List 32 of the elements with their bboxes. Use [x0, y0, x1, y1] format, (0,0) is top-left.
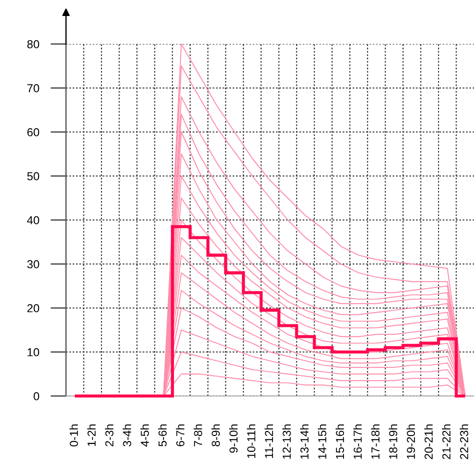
y-tick-label: 20 [27, 304, 40, 312]
x-tick-label: 16-17h [353, 424, 362, 459]
x-tick-label: 3-4h [122, 424, 132, 446]
x-tick-label: 8-9h [211, 424, 220, 446]
x-tick-label: 15-16h [336, 424, 344, 459]
x-tick-label: 21-22h [442, 424, 450, 460]
x-tick-label: 12-13h [282, 424, 291, 459]
x-tick-label: 22-23h [460, 424, 468, 460]
x-tick-label: 4-5h [140, 424, 149, 447]
x-tick-label: 14-15h [318, 424, 326, 459]
x-tick-label: 5-6h [158, 424, 167, 446]
y-tick-label: 0 [34, 392, 40, 400]
y-tick-label: 80 [27, 40, 40, 48]
x-tick-label: 2-3h [104, 424, 114, 446]
x-tick-label: 20-21h [424, 424, 433, 460]
x-tick-label: 18-19h [388, 424, 398, 459]
x-tick-label: 1-2h [87, 424, 96, 446]
y-tick-label: 70 [27, 84, 40, 92]
x-tick-label: 10-11h [246, 424, 256, 458]
x-tick-label: 7-8h [194, 424, 202, 446]
y-tick-label: 30 [27, 260, 40, 268]
x-tick-label: 13-14h [300, 424, 309, 459]
y-tick-label: 10 [28, 348, 40, 356]
x-tick-label: 9-10h [229, 424, 238, 453]
x-tick-label: 0-1h [69, 424, 78, 446]
y-tick-label: 60 [27, 128, 40, 136]
y-tick-label: 50 [27, 172, 40, 180]
x-tick-label: 6-7h [176, 424, 184, 446]
y-tick-label: 40 [27, 216, 40, 224]
x-tick-label: 11-12h [264, 424, 273, 458]
x-tick-label: 19-20h [406, 424, 416, 459]
x-tick-label: 17-18h [371, 424, 380, 459]
